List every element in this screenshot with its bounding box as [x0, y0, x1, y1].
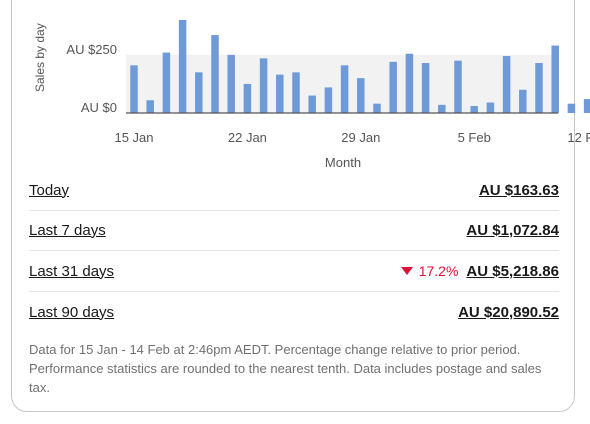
bar-18-jan[interactable] [178, 20, 187, 113]
last-31-days-link[interactable]: Last 31 days [29, 262, 115, 280]
bar-30-jan[interactable] [373, 103, 381, 113]
x-tick-label: 12 Feb [567, 130, 590, 145]
bar-15-jan[interactable] [130, 65, 138, 113]
bar-6-feb[interactable] [486, 102, 495, 113]
chart-bars [130, 20, 590, 114]
bar-5-feb[interactable] [470, 106, 478, 113]
footnote: Data for 15 Jan - 14 Feb at 2:46pm AEDT.… [29, 342, 542, 395]
row-divider [29, 210, 559, 211]
row-last-7-days: Last 7 days AU $1,072.84 [29, 210, 559, 250]
bar-17-jan[interactable] [162, 52, 171, 113]
row-last-90-days: Last 90 days AU $20,890.52 [29, 292, 559, 332]
last-31-days-right: 17.2% AU $5,218.86 [400, 262, 559, 280]
y-tick-label-high: AU $250 [66, 42, 117, 57]
last-7-days-value-link[interactable]: AU $1,072.84 [466, 221, 559, 239]
bar-9-feb[interactable] [535, 63, 543, 113]
bar-4-feb[interactable] [454, 60, 462, 113]
today-value-link[interactable]: AU $163.63 [478, 181, 559, 199]
x-tick-label: 5 Feb [458, 130, 491, 145]
bar-31-jan[interactable] [389, 61, 397, 113]
row-divider [29, 291, 559, 292]
row-divider [29, 250, 559, 251]
last-7-days-link[interactable]: Last 7 days [29, 221, 106, 239]
last-90-days-link[interactable]: Last 90 days [29, 303, 115, 321]
bar-10-feb[interactable] [551, 45, 559, 113]
bar-26-jan[interactable] [308, 95, 316, 113]
bar-25-jan[interactable] [292, 72, 300, 113]
bar-2-feb[interactable] [421, 63, 430, 113]
bar-21-jan[interactable] [227, 54, 235, 114]
x-tick-label: 15 Jan [114, 130, 153, 145]
y-axis-label: Sales by day [33, 23, 47, 92]
today-link[interactable]: Today [29, 181, 70, 199]
bar-27-jan[interactable] [324, 87, 333, 113]
bar-19-jan[interactable] [195, 72, 203, 113]
bar-23-jan[interactable] [259, 58, 268, 113]
x-tick-label: 22 Jan [228, 130, 267, 145]
bar-7-feb[interactable] [502, 56, 511, 113]
bar-22-jan[interactable] [243, 83, 252, 113]
bar-29-jan[interactable] [357, 78, 365, 114]
last-31-days-value-link[interactable]: AU $5,218.86 [466, 262, 559, 280]
bar-28-jan[interactable] [340, 65, 349, 113]
row-last-31-days: Last 31 days 17.2% AU $5,218.86 [29, 251, 559, 291]
bar-20-jan[interactable] [211, 35, 219, 113]
down-arrow-icon [400, 267, 413, 275]
percent-change: 17.2% [400, 263, 459, 279]
percent-change-value: 17.2% [418, 263, 459, 279]
bar-12-feb[interactable] [583, 99, 590, 113]
y-tick-label-low: AU $0 [81, 100, 117, 115]
bar-24-jan[interactable] [276, 74, 284, 113]
bar-3-feb[interactable] [438, 104, 446, 113]
bar-16-jan[interactable] [146, 100, 154, 113]
bar-8-feb[interactable] [519, 89, 527, 113]
x-tick-label: 29 Jan [341, 130, 380, 145]
last-90-days-value-link[interactable]: AU $20,890.52 [458, 303, 559, 321]
row-today: Today AU $163.63 [29, 170, 559, 210]
sales-chart: Sales by day AU $250 AU $0 15 Jan 22 Jan 2… [33, 20, 590, 170]
x-axis-label: Month [325, 155, 361, 170]
bar-11-feb[interactable] [567, 103, 576, 113]
bar-1-feb[interactable] [405, 53, 414, 113]
